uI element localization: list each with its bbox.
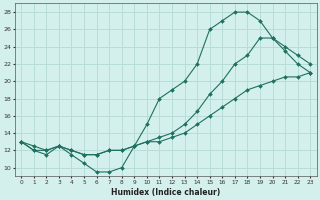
X-axis label: Humidex (Indice chaleur): Humidex (Indice chaleur) — [111, 188, 220, 197]
